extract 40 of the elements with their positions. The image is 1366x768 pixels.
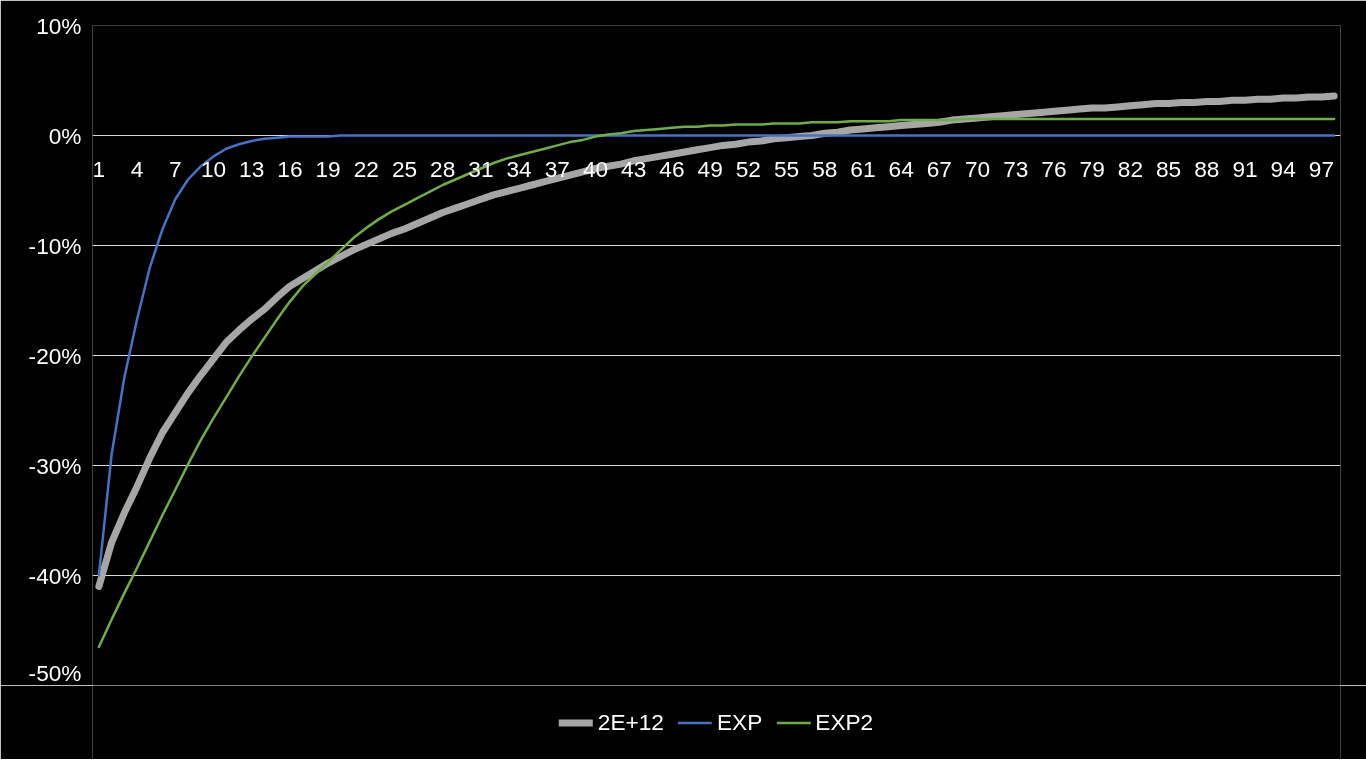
x-tick-label: 1 <box>92 155 106 182</box>
x-tick-label: 7 <box>168 155 182 182</box>
x-tick-label: 94 <box>1270 155 1296 182</box>
x-tick-label: 88 <box>1194 155 1220 182</box>
x-tick-label: 37 <box>544 155 570 182</box>
x-tick-label: 79 <box>1079 155 1105 182</box>
x-tick-label: 25 <box>391 155 418 182</box>
y-tick-label: -10% <box>28 232 82 259</box>
legend-label: EXP2 <box>815 708 874 736</box>
x-tick-label: 52 <box>735 155 761 182</box>
x-tick-label: 70 <box>964 155 991 182</box>
y-tick-label: -50% <box>28 659 82 686</box>
x-tick-label: 73 <box>1003 155 1029 182</box>
x-tick-label: 55 <box>773 155 800 182</box>
x-tick-label: 76 <box>1041 155 1067 182</box>
x-tick-label: 19 <box>315 155 341 182</box>
y-tick-label: -40% <box>28 562 82 589</box>
y-tick-label: 0% <box>48 122 82 149</box>
x-tick-label: 67 <box>926 155 952 182</box>
y-tick-label: 10% <box>36 12 82 39</box>
x-tick-label: 10 <box>200 155 227 182</box>
legend-label: 2E+12 <box>597 708 664 736</box>
legend-label: EXP <box>716 708 763 736</box>
x-tick-label: 16 <box>277 155 303 182</box>
x-tick-label: 85 <box>1155 155 1182 182</box>
x-tick-label: 97 <box>1308 155 1334 182</box>
y-tick-label: -30% <box>28 452 82 479</box>
x-tick-label: 34 <box>506 155 532 182</box>
x-tick-label: 58 <box>812 155 838 182</box>
x-tick-label: 28 <box>430 155 456 182</box>
x-tick-label: 49 <box>697 155 723 182</box>
x-tick-label: 82 <box>1117 155 1143 182</box>
x-tick-label: 22 <box>353 155 379 182</box>
x-tick-label: 13 <box>239 155 265 182</box>
x-tick-label: 46 <box>659 155 685 182</box>
x-tick-label: 64 <box>888 155 914 182</box>
x-tick-label: 91 <box>1232 155 1258 182</box>
y-tick-label: -20% <box>28 342 82 369</box>
x-tick-label: 61 <box>850 155 876 182</box>
x-tick-label: 4 <box>130 155 144 182</box>
